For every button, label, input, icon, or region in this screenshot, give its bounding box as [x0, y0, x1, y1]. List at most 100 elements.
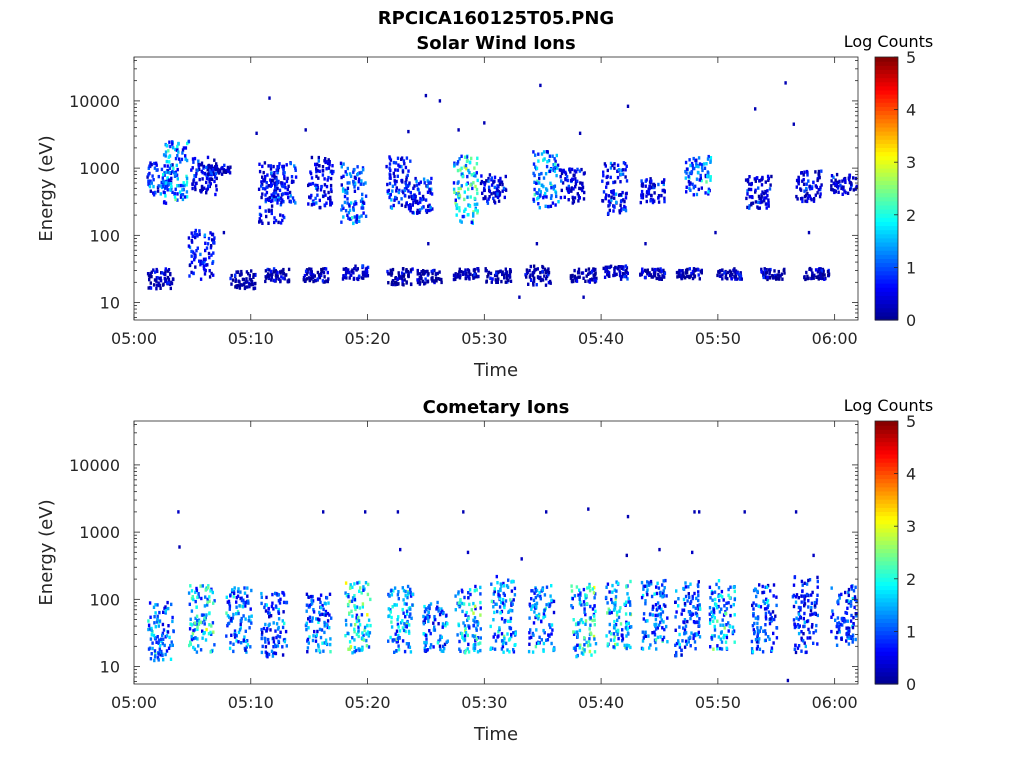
- data-cell: [358, 580, 361, 585]
- data-cell: [281, 218, 284, 223]
- data-point: [396, 510, 400, 514]
- data-cell: [324, 609, 328, 614]
- data-cell: [362, 588, 365, 592]
- data-cell: [250, 614, 253, 618]
- data-cell: [603, 162, 607, 166]
- x-tick-label: 05:20: [344, 693, 390, 712]
- colorbar-swatch: [875, 130, 898, 136]
- data-cell: [409, 650, 413, 654]
- data-cell: [264, 640, 267, 644]
- data-cell: [758, 647, 762, 651]
- data-cell: [479, 636, 482, 640]
- data-cell: [543, 608, 546, 612]
- data-cell: [475, 628, 478, 632]
- data-cell: [573, 268, 576, 273]
- data-cell: [605, 193, 608, 197]
- data-cell: [400, 271, 404, 275]
- data-cell: [681, 608, 684, 612]
- data-cell: [405, 624, 408, 628]
- data-cell: [209, 589, 212, 593]
- colorbar-swatch: [875, 470, 898, 476]
- data-cell: [759, 200, 762, 205]
- colorbar-swatch: [875, 507, 898, 513]
- data-cell: [326, 611, 330, 616]
- data-cell: [390, 269, 393, 274]
- data-cell: [769, 183, 772, 187]
- data-cell: [650, 275, 653, 279]
- data-cell: [617, 615, 621, 620]
- data-cell: [393, 281, 397, 285]
- data-cell: [164, 279, 167, 283]
- data-cell: [697, 590, 700, 594]
- colorbar-swatch: [875, 667, 898, 673]
- data-cell: [308, 619, 312, 623]
- data-cell: [806, 173, 809, 177]
- data-cell: [821, 276, 824, 280]
- data-cell: [564, 170, 567, 175]
- data-cell: [536, 179, 539, 183]
- data-cell: [206, 263, 209, 267]
- data-cell: [437, 606, 440, 611]
- colorbar-label: Log Counts: [844, 396, 934, 415]
- data-cell: [325, 167, 328, 171]
- data-cell: [267, 198, 271, 202]
- data-cell: [243, 286, 247, 291]
- data-cell: [682, 608, 686, 612]
- data-cell: [240, 598, 244, 603]
- data-cell: [851, 640, 854, 644]
- data-cell: [311, 599, 315, 603]
- data-cell: [405, 609, 409, 613]
- data-point: [794, 510, 798, 514]
- data-cell: [352, 179, 355, 184]
- colorbar-swatch: [875, 167, 898, 173]
- data-cell: [592, 268, 595, 272]
- data-cell: [817, 169, 821, 174]
- data-cell: [770, 646, 774, 650]
- data-cell: [619, 208, 623, 213]
- data-cell: [216, 167, 219, 171]
- data-cell: [162, 610, 165, 614]
- data-cell: [797, 605, 801, 610]
- data-cell: [746, 205, 749, 210]
- data-cell: [422, 205, 425, 209]
- data-cell: [469, 272, 472, 276]
- data-cell: [161, 653, 164, 658]
- data-point: [539, 83, 542, 88]
- data-cell: [549, 196, 553, 200]
- data-cell: [688, 635, 692, 639]
- data-cell: [656, 626, 659, 630]
- data-cell: [468, 204, 472, 208]
- colorbar-tick-label: 0: [906, 311, 916, 330]
- data-cell: [405, 602, 408, 606]
- data-cell: [697, 580, 700, 584]
- data-cell: [177, 157, 181, 161]
- data-cell: [270, 181, 273, 185]
- data-cell: [716, 644, 719, 648]
- data-cell: [583, 190, 586, 195]
- data-cell: [308, 635, 311, 639]
- data-cell: [797, 631, 801, 636]
- data-cell: [500, 180, 504, 184]
- data-cell: [197, 644, 200, 648]
- data-cell: [191, 595, 194, 599]
- data-cell: [653, 267, 657, 272]
- data-cell: [763, 601, 766, 606]
- data-cell: [533, 276, 536, 280]
- data-cell: [763, 267, 766, 271]
- data-cell: [279, 630, 282, 634]
- data-cell: [503, 605, 506, 610]
- data-cell: [587, 585, 591, 590]
- data-cell: [438, 612, 442, 617]
- data-cell: [424, 633, 428, 638]
- data-cell: [734, 271, 737, 276]
- data-cell: [747, 187, 751, 192]
- data-cell: [469, 592, 472, 597]
- data-cell: [291, 196, 295, 200]
- data-point: [520, 557, 523, 561]
- data-cell: [265, 651, 269, 656]
- colorbar-swatch: [875, 577, 898, 582]
- data-cell: [486, 201, 490, 205]
- data-cell: [762, 191, 766, 196]
- data-cell: [490, 280, 493, 284]
- data-cell: [503, 593, 506, 597]
